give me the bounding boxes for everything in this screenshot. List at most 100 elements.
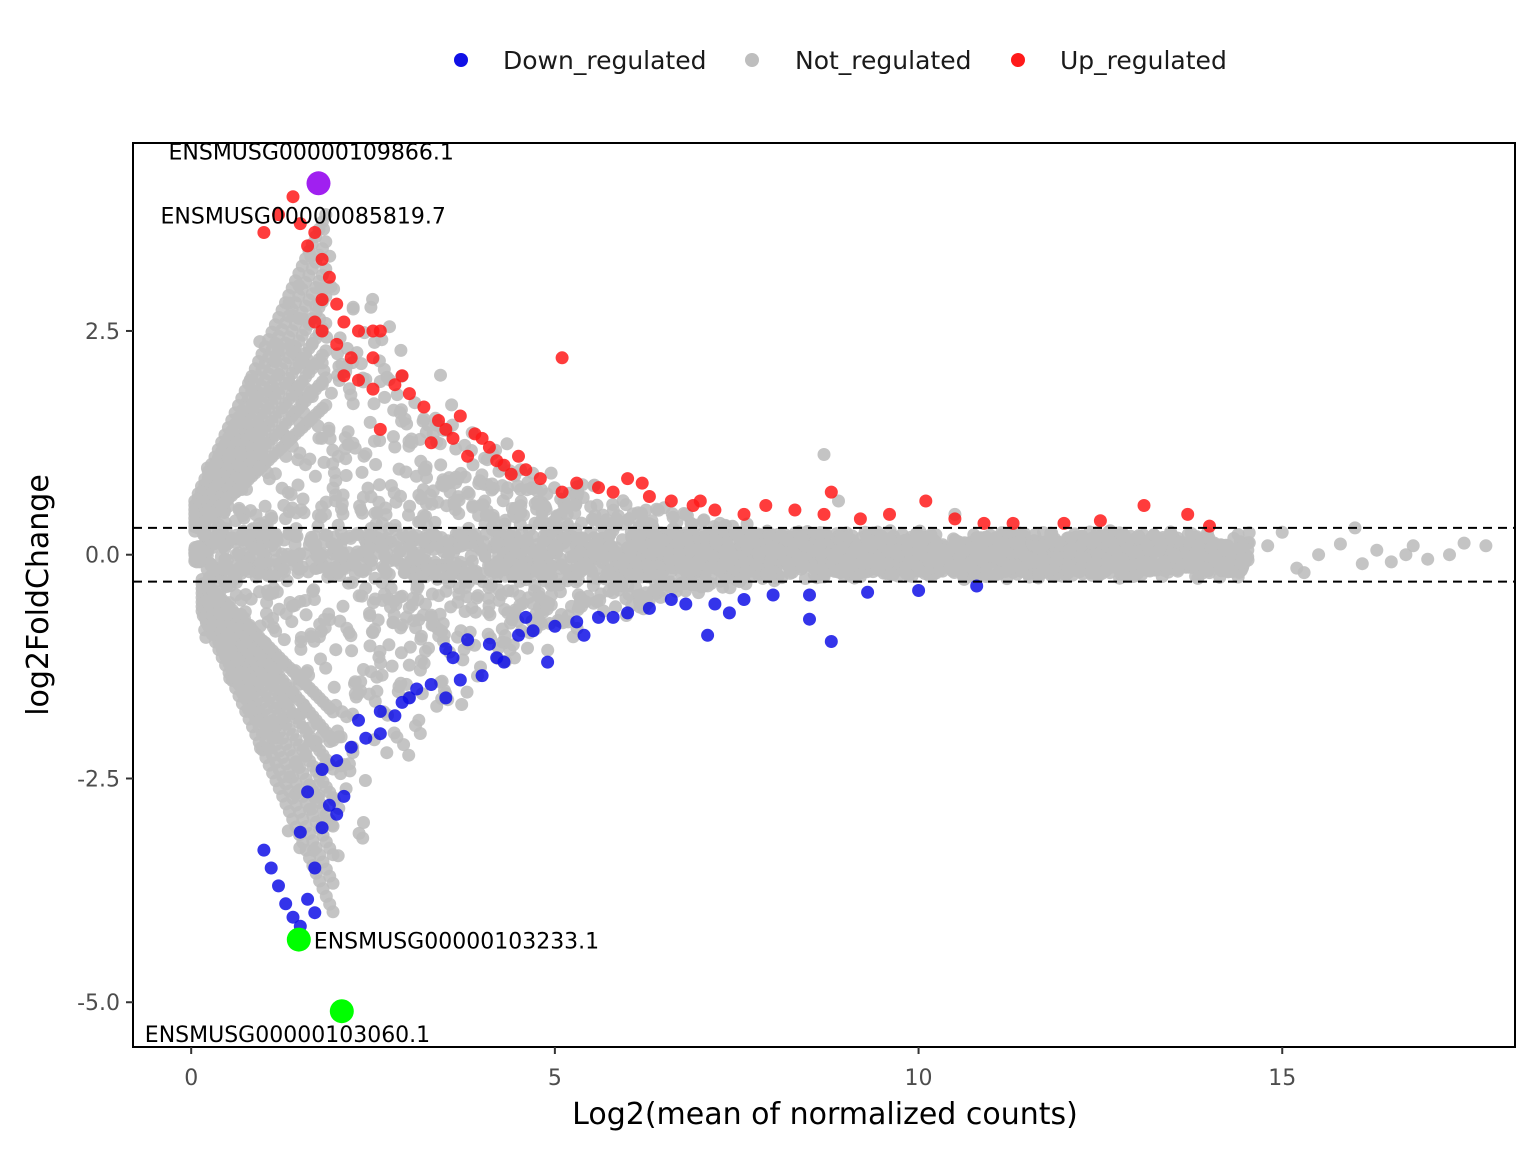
point-Down_regulated-31 [461,633,474,646]
point-Down_regulated-22 [388,709,401,722]
point-Up_regulated-43 [708,504,721,517]
point-Up_regulated-35 [556,486,569,499]
point-Down_regulated-20 [352,714,365,727]
point-Down_regulated-54 [541,656,554,669]
point-Down_regulated-29 [483,638,496,651]
point-Down_regulated-43 [803,589,816,602]
y-axis: 2.5 0.0 -2.5 -5.0 [77,320,133,1016]
point-Up_regulated-61 [490,454,503,467]
x-tick-label-3: 15 [1268,1066,1296,1091]
point-Down_regulated-34 [548,620,561,633]
point-Up_regulated-17 [345,351,358,364]
point-Up_regulated-64 [636,477,649,490]
annotation-label-2: ENSMUSG00000103233.1 [314,930,599,955]
point-Down_regulated-41 [738,593,751,606]
point-Up_regulated-38 [607,486,620,499]
legend-key-2 [1011,53,1025,67]
point-Down_regulated-2 [272,879,285,892]
point-Up_regulated-67 [388,378,401,391]
point-Down_regulated-47 [912,584,925,597]
x-tick-label-1: 5 [548,1066,562,1091]
point-Up_regulated-63 [461,450,474,463]
point-Up_regulated-36 [570,477,583,490]
y-tick-label-0: 2.5 [85,320,120,345]
point-Up_regulated-33 [519,463,532,476]
point-Down_regulated-59 [723,606,736,619]
point-Up_regulated-56 [1094,514,1107,527]
point-Down_regulated-0 [257,844,270,857]
point-Down_regulated-27 [476,669,489,682]
plot-frame [133,143,1515,1047]
point-Down_regulated-16 [330,754,343,767]
point-Up_regulated-59 [1203,520,1216,533]
point-Up_regulated-18 [367,351,380,364]
point-Down_regulated-50 [396,696,409,709]
point-Up_regulated-49 [854,512,867,525]
x-tick-label-2: 10 [905,1066,933,1091]
point-Down_regulated-8 [308,862,321,875]
point-Down_regulated-53 [701,629,714,642]
point-Down_regulated-51 [490,651,503,664]
point-Up_regulated-60 [454,410,467,423]
point-Up_regulated-32 [512,450,525,463]
point-Up_regulated-21 [367,383,380,396]
point-Up_regulated-14 [374,325,387,338]
point-Down_regulated-10 [316,821,329,834]
annotation-label-3: ENSMUSG00000103060.1 [145,1023,430,1048]
point-Up_regulated-57 [1138,499,1151,512]
highlight-point-2 [330,999,354,1023]
point-Down_regulated-26 [454,674,467,687]
point-Up_regulated-44 [738,508,751,521]
point-Down_regulated-24 [425,678,438,691]
point-Down_regulated-33 [527,624,540,637]
legend: Down_regulated Not_regulated Up_regulated [454,46,1227,75]
point-Up_regulated-51 [919,495,932,508]
y-tick-label-2: -2.5 [77,767,120,792]
point-Down_regulated-12 [330,808,343,821]
point-Up_regulated-50 [883,508,896,521]
point-Up_regulated-15 [316,325,329,338]
point-Down_regulated-56 [519,611,532,624]
point-Up_regulated-69 [505,468,518,481]
point-Up_regulated-20 [352,374,365,387]
point-Down_regulated-21 [374,705,387,718]
point-Down_regulated-55 [410,683,423,696]
legend-key-1 [745,53,759,67]
point-Up_regulated-24 [417,401,430,414]
point-Down_regulated-58 [607,611,620,624]
point-Up_regulated-68 [476,432,489,445]
point-Down_regulated-52 [578,629,591,642]
cloud-points [188,208,1492,918]
y-tick-label-3: -5.0 [77,991,120,1016]
point-Up_regulated-62 [556,351,569,364]
point-Up_regulated-66 [439,423,452,436]
point-Up_regulated-2 [287,190,300,203]
point-Up_regulated-7 [323,271,336,284]
legend-label-2: Up_regulated [1060,46,1227,75]
point-Up_regulated-27 [425,436,438,449]
point-Down_regulated-49 [447,651,460,664]
point-Down_regulated-9 [294,826,307,839]
y-tick-label-1: 0.0 [85,544,120,569]
annotation-label-0: ENSMUSG00000109866.1 [169,140,454,165]
legend-key-0 [454,53,468,67]
point-Up_regulated-12 [352,325,365,338]
point-Down_regulated-15 [316,763,329,776]
point-Down_regulated-18 [359,732,372,745]
point-Down_regulated-39 [679,598,692,611]
point-Down_regulated-17 [345,741,358,754]
y-axis-title: log2FoldChange [21,474,56,716]
legend-label-0: Down_regulated [503,46,706,75]
point-Up_regulated-8 [316,293,329,306]
point-Up_regulated-16 [330,338,343,351]
point-Up_regulated-52 [948,512,961,525]
x-axis: 0 5 10 15 [184,1047,1296,1091]
point-Down_regulated-35 [570,615,583,628]
plot-area: ENSMUSG00000109866.1 ENSMUSG00000085819.7… [133,140,1515,1048]
point-Up_regulated-26 [374,423,387,436]
point-Down_regulated-13 [337,790,350,803]
point-Up_regulated-39 [621,472,634,485]
point-Down_regulated-37 [621,606,634,619]
point-Down_regulated-6 [308,906,321,919]
point-Up_regulated-37 [592,481,605,494]
